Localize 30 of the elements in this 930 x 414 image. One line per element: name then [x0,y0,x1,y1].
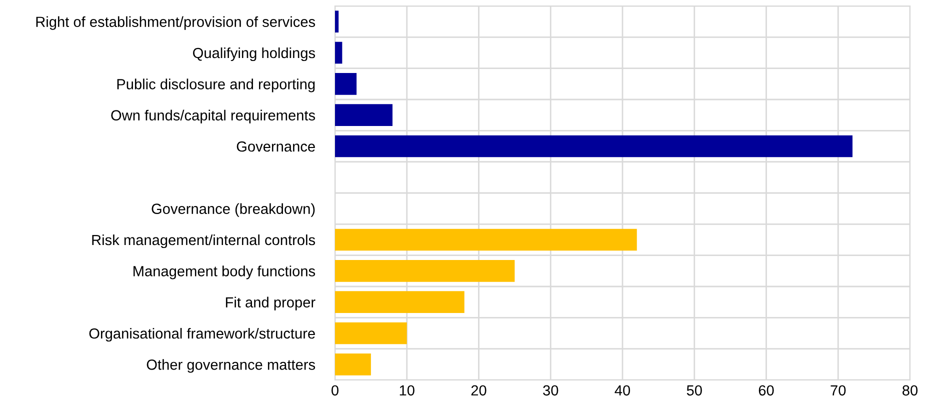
bar [335,10,339,32]
x-tick-label: 10 [400,385,414,396]
y-tick-label: Organisational framework/structure [89,328,315,342]
x-tick-label: 20 [471,385,486,396]
y-tick-label: Fit and proper [226,296,316,310]
bar [335,322,407,344]
bar [335,135,852,158]
y-tick-label: Right of establishment/provision of services [36,16,316,30]
bar [335,73,357,95]
bar [335,354,371,376]
y-tick-label: Other governance matters [146,359,316,373]
bar [335,291,464,313]
x-tick-label: 0 [332,385,338,396]
x-tick-label: 60 [758,385,774,396]
bar [335,260,515,282]
y-tick-label: Governance [236,141,315,152]
x-tick-label: 70 [830,385,846,396]
y-tick-label: Management body functions [134,266,316,280]
x-tick-label: 80 [902,385,918,396]
y-tick-label: Risk management/internal controls [92,234,316,248]
y-tick-label: Public disclosure and reporting [117,78,315,92]
x-tick-label: 40 [614,385,630,396]
bar [335,228,637,251]
y-tick-label: Own funds/capital requirements [111,110,316,124]
bar [335,104,392,126]
y-tick-label: Qualifying holdings [193,47,316,62]
x-tick-label: 30 [543,385,558,396]
y-tick-label: Governance (breakdown) [152,203,315,217]
x-tick-label: 50 [686,385,702,396]
bar [335,42,342,64]
